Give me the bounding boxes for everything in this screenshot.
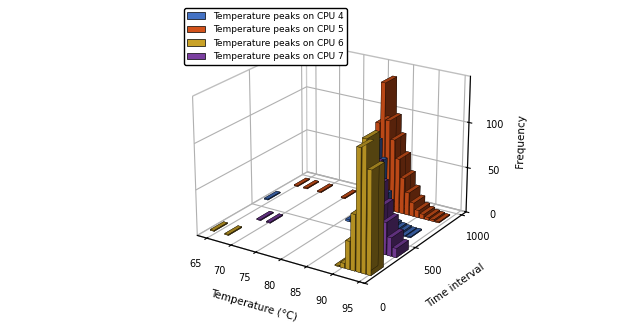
X-axis label: Temperature (°C): Temperature (°C) xyxy=(208,288,298,322)
Y-axis label: Time interval: Time interval xyxy=(424,262,486,310)
Legend: Temperature peaks on CPU 4, Temperature peaks on CPU 5, Temperature peaks on CPU: Temperature peaks on CPU 4, Temperature … xyxy=(183,8,347,65)
